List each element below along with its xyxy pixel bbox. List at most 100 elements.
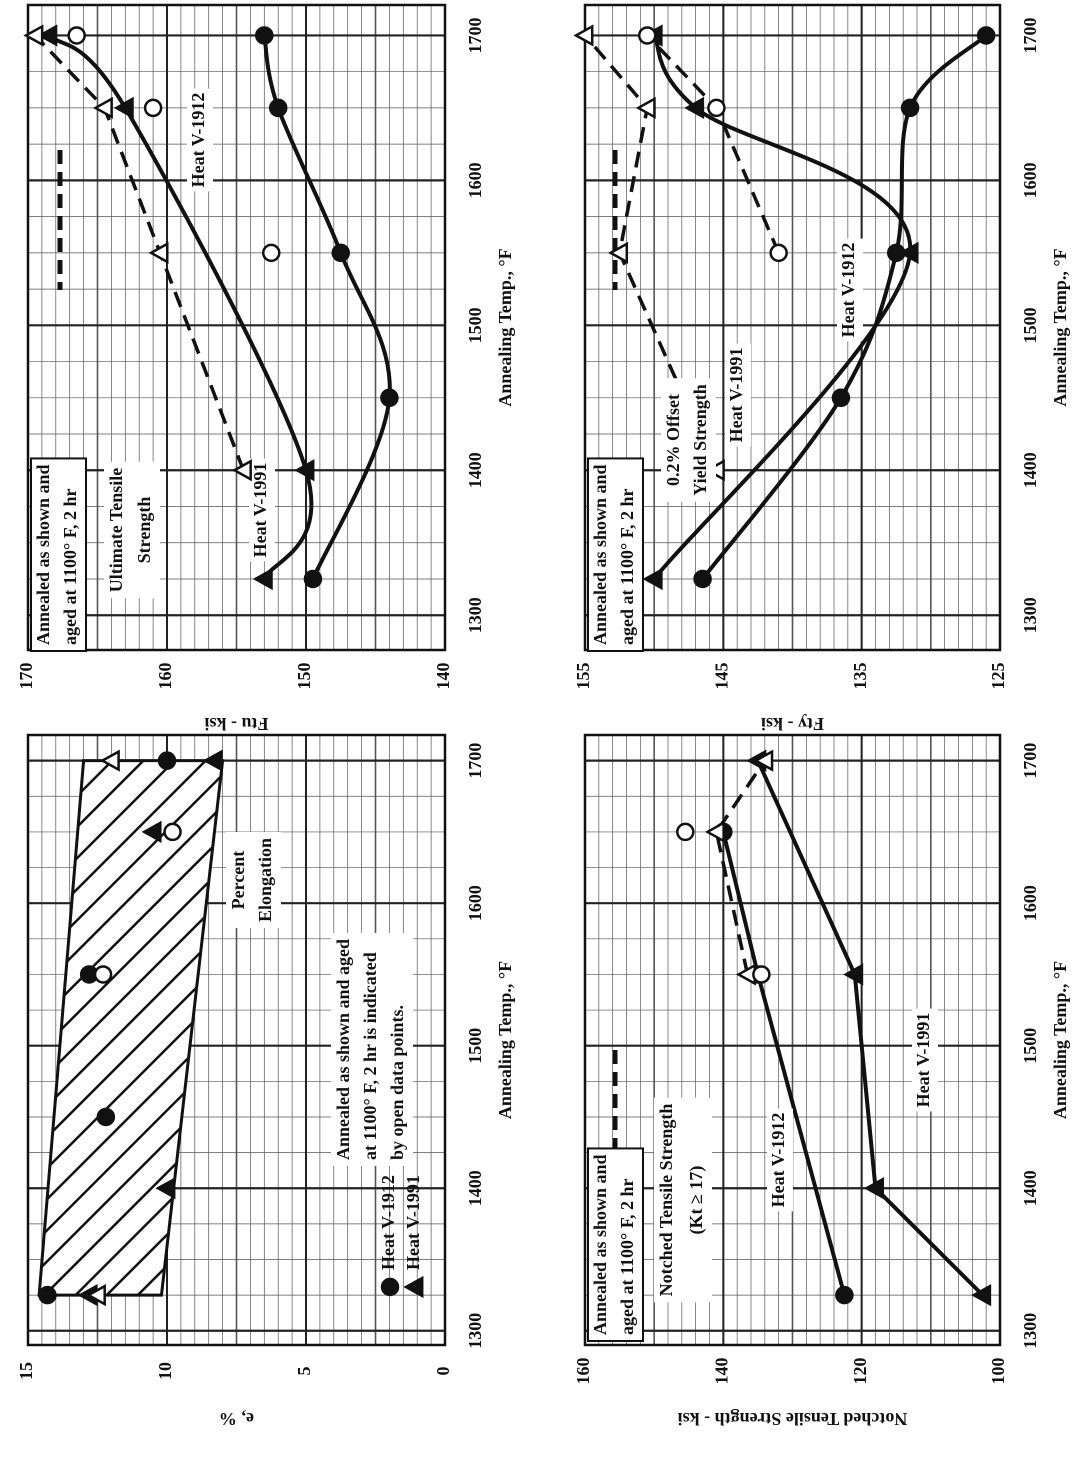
series-line	[47, 33, 314, 580]
y-axis-title: Notched Tensile Strength - ksi	[678, 1409, 908, 1429]
annotation: (Kt ≥ 17)	[686, 1166, 707, 1235]
x-tick-label: 1400	[1020, 452, 1040, 488]
y-tick-label: 15	[16, 1362, 36, 1380]
series-line	[714, 759, 767, 975]
x-tick-label: 1300	[465, 597, 485, 633]
y-tick-label: 145	[711, 663, 731, 690]
annotation: Annealed as shown and	[33, 464, 53, 645]
y-tick-label: 140	[433, 663, 453, 690]
annotation: Yield Strength	[690, 384, 710, 496]
x-axis-title: Annealing Temp., °F	[495, 248, 515, 406]
data-point	[863, 1177, 884, 1200]
annotation: 0.2% Offset	[663, 394, 683, 486]
y-tick-label: 160	[155, 663, 175, 690]
data-point	[707, 98, 726, 118]
series-label: Heat V-1991	[250, 463, 270, 558]
y-tick-label: 120	[850, 1358, 870, 1385]
data-point	[85, 1283, 106, 1307]
label-background	[187, 88, 213, 192]
data-point	[67, 26, 86, 45]
legend-label: Heat V-1912	[378, 1175, 398, 1270]
x-axis-title: Annealing Temp., °F	[495, 961, 515, 1119]
annotation: Annealed as shown and aged	[333, 939, 353, 1160]
label-background	[767, 1108, 793, 1212]
y-tick-label: 135	[850, 663, 870, 690]
series-line	[262, 35, 392, 580]
y-tick-label: 10	[155, 1362, 175, 1380]
data-point	[252, 567, 273, 591]
data-point	[231, 459, 252, 482]
series-label: Heat V-1991	[913, 1013, 933, 1108]
data-point	[23, 24, 44, 47]
data-point	[752, 965, 771, 984]
y-tick-label: 170	[16, 663, 36, 690]
data-point	[753, 749, 774, 772]
series-line	[756, 759, 985, 1297]
x-tick-label: 1700	[1020, 743, 1040, 779]
series-line	[721, 831, 847, 1296]
series-line	[33, 34, 246, 471]
y-tick-label: 100	[988, 1358, 1008, 1385]
data-point	[684, 96, 705, 120]
annotation-background	[104, 461, 160, 599]
annotation: Notched Tensile Strength	[656, 1104, 676, 1297]
annotation: Annealed as shown and	[590, 1154, 610, 1335]
y-tick-label: 125	[988, 663, 1008, 690]
x-axis-title: Annealing Temp., °F	[1050, 248, 1070, 406]
label-background	[725, 343, 751, 447]
data-point	[262, 243, 281, 263]
series-label: Heat V-1912	[768, 1113, 788, 1208]
legend-marker	[380, 1277, 400, 1297]
x-tick-label: 1700	[465, 17, 485, 53]
annotation: Elongation	[255, 838, 275, 922]
data-point	[898, 241, 919, 264]
data-point	[141, 820, 162, 844]
data-point	[835, 1285, 854, 1305]
data-point	[294, 459, 315, 482]
x-tick-label: 1400	[465, 1170, 485, 1206]
data-point	[635, 96, 656, 120]
label-background	[837, 238, 863, 342]
data-point	[573, 24, 594, 47]
data-point	[303, 569, 323, 589]
x-tick-label: 1600	[465, 162, 485, 198]
x-tick-label: 1600	[1020, 885, 1040, 921]
data-point	[148, 241, 169, 264]
data-point	[255, 26, 274, 45]
series-line	[652, 34, 913, 581]
data-point	[37, 24, 58, 47]
label-background	[912, 1008, 938, 1112]
annotation-box	[587, 457, 644, 652]
x-tick-label: 1300	[1020, 597, 1040, 633]
annotation-background	[331, 932, 413, 1166]
annotation: at 1100° F, 2 hr is indicated	[360, 952, 380, 1160]
annotation: Annealed as shown and	[590, 464, 610, 645]
x-axis-title: Annealing Temp., °F	[1050, 961, 1070, 1119]
data-point	[608, 241, 629, 264]
legend-marker	[403, 1275, 424, 1299]
x-tick-label: 1400	[1020, 1170, 1040, 1206]
legend-label: Heat V-1991	[403, 1175, 423, 1270]
data-point	[642, 567, 663, 591]
data-point	[971, 1283, 992, 1307]
data-point	[638, 26, 657, 45]
x-tick-label: 1600	[465, 885, 485, 921]
data-point	[380, 388, 399, 408]
data-point	[843, 963, 864, 986]
annotation: Strength	[134, 497, 154, 564]
data-point	[38, 1285, 57, 1305]
x-tick-label: 1500	[1020, 307, 1040, 343]
x-tick-label: 1300	[1020, 1313, 1040, 1349]
x-tick-label: 1300	[465, 1313, 485, 1349]
x-tick-label: 1500	[1020, 1028, 1040, 1064]
x-tick-label: 1500	[465, 1028, 485, 1064]
data-point	[163, 822, 182, 842]
series-label: Heat V-1912	[188, 93, 208, 188]
y-axis-title: Fty - ksi	[761, 714, 824, 734]
series-line	[583, 34, 719, 471]
x-tick-label: 1700	[1020, 17, 1040, 53]
plot-frame	[26, 3, 447, 652]
y-tick-label: 150	[294, 663, 314, 690]
annotation: by open data points.	[387, 1005, 407, 1160]
